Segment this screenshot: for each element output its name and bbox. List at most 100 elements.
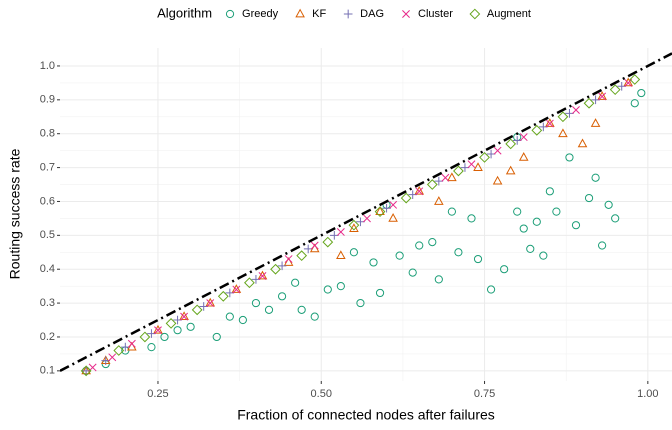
point bbox=[505, 138, 517, 150]
y-tick-label: 0.6 bbox=[40, 195, 55, 207]
point bbox=[388, 213, 398, 222]
point bbox=[322, 236, 334, 248]
point bbox=[630, 99, 639, 108]
point bbox=[225, 312, 234, 321]
point bbox=[363, 214, 371, 223]
point bbox=[454, 248, 463, 257]
y-tick-label: 0.9 bbox=[40, 94, 55, 106]
legend-marker bbox=[469, 8, 481, 20]
legend-label: Augment bbox=[487, 8, 531, 20]
point bbox=[415, 241, 424, 250]
point bbox=[244, 277, 255, 289]
legend-label: KF bbox=[312, 8, 326, 20]
point bbox=[597, 91, 607, 100]
point bbox=[414, 185, 425, 195]
point bbox=[153, 324, 163, 334]
point bbox=[500, 265, 509, 274]
point bbox=[571, 221, 581, 230]
point bbox=[375, 288, 385, 298]
point bbox=[165, 318, 177, 329]
point bbox=[545, 119, 554, 128]
point bbox=[80, 365, 92, 377]
legend-marker bbox=[225, 9, 235, 19]
y-tick-label: 0.3 bbox=[40, 297, 55, 309]
point bbox=[206, 299, 215, 308]
legend-marker bbox=[402, 10, 410, 18]
point bbox=[113, 345, 125, 356]
x-tick-label: 0.50 bbox=[311, 388, 332, 400]
x-tick-label: 0.25 bbox=[147, 388, 168, 400]
x-tick-label: 0.75 bbox=[474, 388, 495, 400]
point bbox=[277, 292, 287, 301]
point bbox=[428, 238, 437, 247]
point bbox=[212, 332, 221, 342]
point bbox=[336, 282, 345, 291]
point bbox=[217, 290, 229, 302]
y-tick-label: 0.7 bbox=[40, 161, 55, 173]
point bbox=[434, 275, 443, 284]
point bbox=[147, 343, 156, 352]
point bbox=[389, 200, 398, 209]
panel bbox=[60, 48, 672, 381]
point bbox=[336, 227, 345, 236]
point bbox=[434, 196, 444, 205]
point bbox=[604, 200, 613, 209]
point bbox=[291, 278, 300, 287]
legend-label: Cluster bbox=[418, 8, 453, 20]
point bbox=[277, 261, 287, 271]
point bbox=[374, 206, 386, 218]
point bbox=[447, 172, 457, 182]
point bbox=[426, 179, 438, 190]
point bbox=[173, 326, 182, 335]
point bbox=[637, 88, 646, 98]
point bbox=[375, 206, 385, 216]
point bbox=[590, 118, 601, 127]
point bbox=[577, 138, 588, 148]
point bbox=[395, 251, 404, 260]
point bbox=[400, 192, 412, 204]
point bbox=[447, 207, 456, 216]
point bbox=[584, 193, 594, 203]
point bbox=[191, 304, 203, 316]
point bbox=[558, 128, 568, 138]
point bbox=[270, 263, 281, 275]
point bbox=[258, 272, 267, 280]
point bbox=[513, 207, 522, 216]
point bbox=[467, 214, 476, 223]
point bbox=[526, 244, 535, 253]
point bbox=[629, 74, 641, 85]
legend-marker bbox=[343, 9, 353, 19]
point bbox=[408, 268, 417, 277]
point bbox=[257, 270, 268, 280]
legend: Algorithm Greedy KF DAG Cluster Augment bbox=[157, 5, 531, 20]
point bbox=[591, 173, 600, 182]
point bbox=[415, 187, 424, 196]
y-axis-label: Routing success rate bbox=[7, 148, 23, 279]
point bbox=[323, 285, 332, 294]
point bbox=[473, 254, 483, 264]
point bbox=[557, 111, 569, 123]
x-axis-label: Fraction of connected nodes after failur… bbox=[237, 407, 495, 423]
point bbox=[336, 250, 346, 260]
point bbox=[251, 298, 261, 308]
reference-line bbox=[60, 52, 672, 372]
point bbox=[539, 251, 548, 260]
point bbox=[565, 153, 574, 162]
legend-label: DAG bbox=[360, 8, 384, 20]
point bbox=[154, 326, 162, 335]
point bbox=[310, 312, 319, 321]
point bbox=[532, 217, 541, 226]
point bbox=[598, 92, 607, 101]
point bbox=[453, 165, 464, 177]
point bbox=[505, 165, 516, 175]
point bbox=[238, 315, 247, 325]
point bbox=[297, 305, 306, 314]
point bbox=[583, 97, 595, 109]
legend-label: Greedy bbox=[242, 8, 279, 20]
point bbox=[108, 353, 117, 362]
point bbox=[296, 250, 308, 262]
point bbox=[205, 297, 216, 307]
y-tick-label: 0.5 bbox=[40, 229, 55, 241]
point bbox=[310, 241, 319, 250]
